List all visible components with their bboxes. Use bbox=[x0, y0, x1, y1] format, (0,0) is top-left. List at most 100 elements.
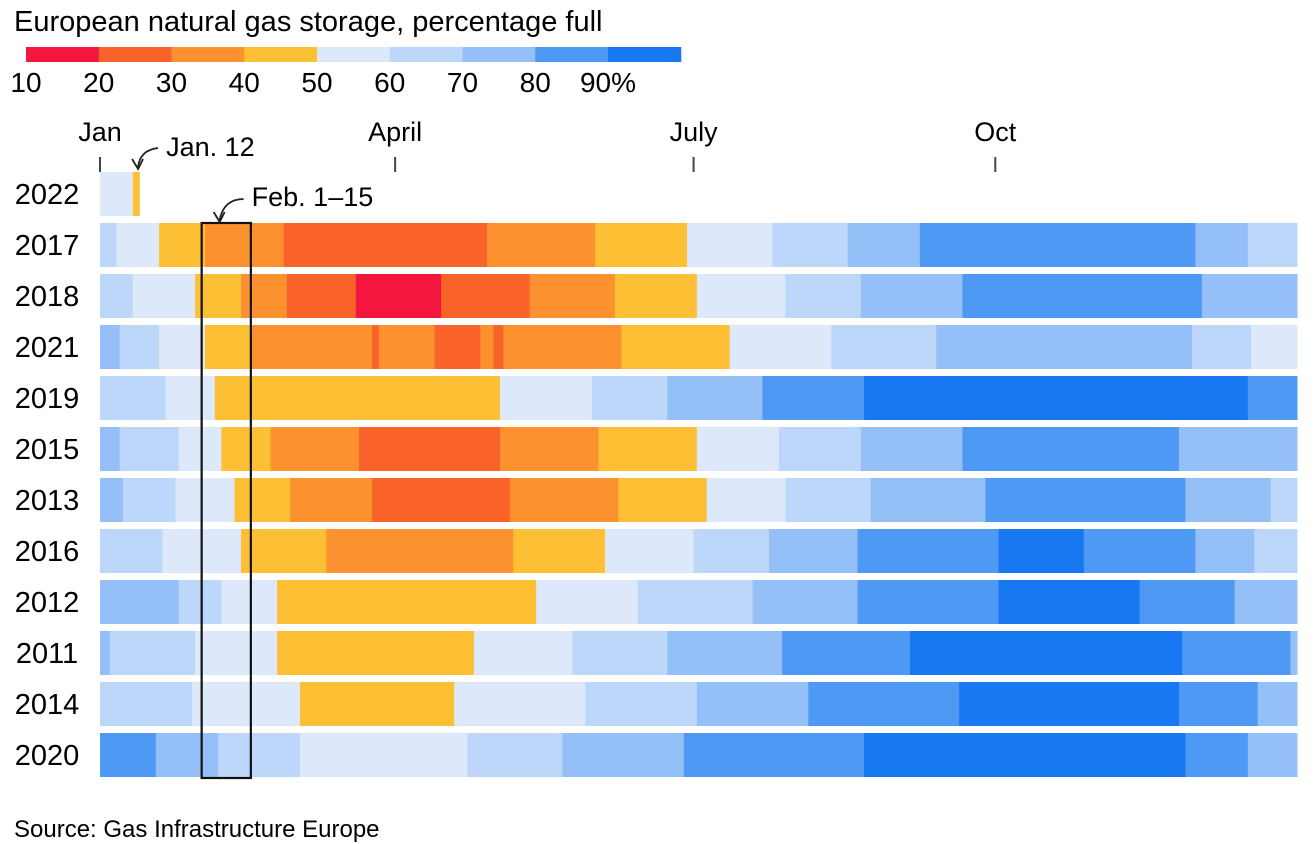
storage-segment bbox=[119, 427, 180, 471]
storage-segment bbox=[178, 580, 222, 624]
storage-segment bbox=[696, 274, 786, 318]
legend-swatch bbox=[608, 47, 682, 62]
storage-segment bbox=[769, 529, 859, 573]
legend-tick-label: 90% bbox=[580, 67, 636, 98]
storage-segment bbox=[752, 580, 859, 624]
storage-segment bbox=[191, 682, 301, 726]
storage-segment bbox=[782, 631, 911, 675]
storage-segment bbox=[959, 682, 1180, 726]
storage-segment bbox=[1083, 529, 1095, 573]
storage-segment bbox=[831, 325, 937, 369]
storage-segment bbox=[706, 478, 786, 522]
storage-segment bbox=[772, 223, 849, 267]
legend-swatch bbox=[317, 47, 391, 62]
storage-segment bbox=[860, 427, 963, 471]
storage-segment bbox=[165, 376, 216, 420]
storage-segment bbox=[985, 478, 1186, 522]
storage-segment bbox=[204, 325, 252, 369]
legend-tick-label: 30 bbox=[156, 67, 187, 98]
storage-segment bbox=[378, 325, 436, 369]
storage-segment bbox=[119, 325, 160, 369]
storage-segment bbox=[100, 274, 134, 318]
storage-segment bbox=[857, 580, 1000, 624]
storage-segment bbox=[847, 223, 921, 267]
storage-segment bbox=[605, 529, 695, 573]
annotation-label: Feb. 1–15 bbox=[252, 182, 374, 212]
storage-segment bbox=[870, 478, 986, 522]
year-label: 2021 bbox=[15, 332, 80, 364]
storage-segment bbox=[277, 631, 475, 675]
storage-segment bbox=[1178, 427, 1298, 471]
storage-segment bbox=[1251, 325, 1298, 369]
storage-segment bbox=[696, 682, 809, 726]
storage-segment bbox=[621, 325, 731, 369]
storage-segment bbox=[100, 682, 193, 726]
highlight-box bbox=[200, 221, 252, 780]
storage-segment bbox=[221, 580, 278, 624]
chart-title: European natural gas storage, percentage… bbox=[14, 6, 602, 38]
legend-swatch bbox=[389, 47, 463, 62]
storage-segment bbox=[159, 223, 206, 267]
legend-swatch bbox=[26, 47, 100, 62]
storage-segment bbox=[116, 223, 160, 267]
storage-segment bbox=[195, 631, 278, 675]
month-axis: Jan April July Oct bbox=[78, 117, 1017, 172]
storage-segment bbox=[270, 427, 360, 471]
annotation-label: Jan. 12 bbox=[166, 132, 255, 162]
storage-segment bbox=[1195, 529, 1255, 573]
month-tick-label: Jan bbox=[78, 117, 122, 147]
storage-segment bbox=[618, 478, 708, 522]
storage-segment bbox=[1178, 682, 1259, 726]
month-tick-label: July bbox=[670, 117, 719, 147]
storage-segment bbox=[785, 274, 862, 318]
storage-segment bbox=[300, 682, 455, 726]
storage-segment bbox=[667, 376, 763, 420]
color-legend: 10 20 30 40 50 60 70 80 90% bbox=[10, 47, 682, 98]
storage-segment bbox=[595, 223, 688, 267]
legend-swatch bbox=[171, 47, 245, 62]
storage-segment bbox=[785, 478, 872, 522]
storage-segment bbox=[132, 172, 137, 216]
storage-segment bbox=[122, 478, 176, 522]
storage-segment bbox=[132, 274, 196, 318]
source-note: Source: Gas Infrastructure Europe bbox=[14, 816, 380, 843]
storage-segment bbox=[480, 325, 495, 369]
storage-segment bbox=[195, 274, 242, 318]
storage-segment bbox=[155, 733, 219, 777]
storage-segment bbox=[696, 427, 780, 471]
storage-segment bbox=[1247, 733, 1298, 777]
legend-tick-label: 20 bbox=[83, 67, 114, 98]
storage-segment bbox=[910, 631, 1183, 675]
legend-swatch bbox=[98, 47, 172, 62]
legend-swatch bbox=[462, 47, 536, 62]
year-label: 2019 bbox=[15, 383, 80, 415]
storage-segment bbox=[100, 580, 180, 624]
storage-segment bbox=[467, 733, 563, 777]
year-label: 2022 bbox=[15, 179, 80, 211]
storage-segment bbox=[100, 478, 124, 522]
storage-segment bbox=[454, 682, 586, 726]
storage-segment bbox=[513, 529, 606, 573]
storage-segment bbox=[687, 223, 773, 267]
storage-segment bbox=[434, 325, 481, 369]
storage-segment bbox=[1139, 580, 1236, 624]
storage-segment bbox=[572, 631, 668, 675]
storage-segment bbox=[1195, 223, 1249, 267]
storage-segment bbox=[100, 733, 157, 777]
storage-segment bbox=[486, 223, 596, 267]
storage-segment bbox=[493, 325, 504, 369]
storage-segment bbox=[241, 274, 288, 318]
month-tick-label: Oct bbox=[974, 117, 1017, 147]
storage-segment bbox=[109, 631, 196, 675]
storage-segment bbox=[100, 223, 117, 267]
storage-segment bbox=[359, 427, 501, 471]
storage-segment bbox=[100, 631, 111, 675]
storage-segment bbox=[962, 274, 1203, 318]
annotation-arrowhead bbox=[131, 158, 144, 171]
storage-segment bbox=[778, 427, 862, 471]
storage-segment bbox=[372, 325, 380, 369]
storage-segment bbox=[1247, 376, 1298, 420]
storage-segment bbox=[509, 478, 619, 522]
storage-segment bbox=[1270, 478, 1298, 522]
